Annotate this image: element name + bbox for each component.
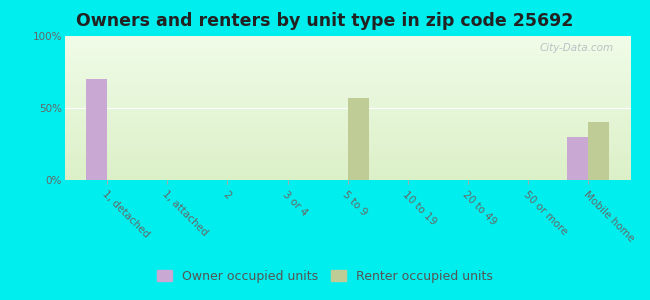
Bar bbox=[348, 98, 369, 180]
Text: City-Data.com: City-Data.com bbox=[540, 43, 614, 53]
Legend: Owner occupied units, Renter occupied units: Owner occupied units, Renter occupied un… bbox=[152, 265, 498, 288]
Bar bbox=[588, 122, 610, 180]
Bar bbox=[86, 79, 107, 180]
Bar bbox=[567, 137, 588, 180]
Text: Owners and renters by unit type in zip code 25692: Owners and renters by unit type in zip c… bbox=[76, 12, 574, 30]
